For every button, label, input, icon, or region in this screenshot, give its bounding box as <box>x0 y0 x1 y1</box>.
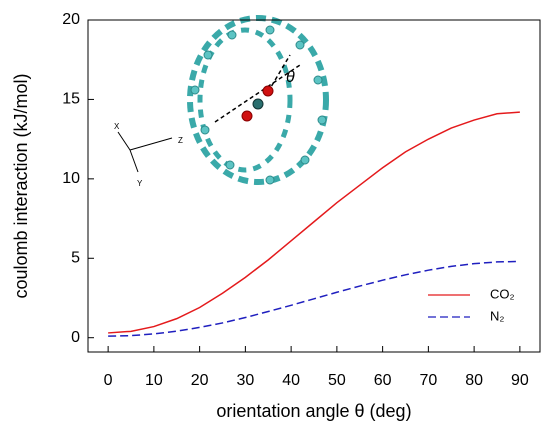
x-tick-label: 30 <box>236 372 254 389</box>
x-axis-label: orientation angle θ (deg) <box>216 401 411 421</box>
legend-label: CO₂ <box>490 286 515 301</box>
molecule-inset <box>190 18 326 184</box>
plot-frame <box>88 20 540 352</box>
inset-label: Y <box>137 179 143 188</box>
x-tick-label: 40 <box>282 372 300 389</box>
series-line <box>108 112 520 333</box>
y-tick-label: 10 <box>62 170 80 187</box>
chart: X Y Z θ orientation angle θ (deg) coulom… <box>0 0 542 425</box>
y-tick-label: 5 <box>71 249 80 266</box>
x-tick-label: 80 <box>465 372 483 389</box>
inset-label: Z <box>178 136 183 145</box>
y-tick-label: 20 <box>62 11 80 28</box>
x-tick-label: 70 <box>419 372 437 389</box>
series-line <box>108 261 520 336</box>
y-tick-label: 15 <box>62 91 80 108</box>
x-tick-label: 20 <box>191 372 209 389</box>
legend-label: N₂ <box>490 308 504 323</box>
x-tick-label: 60 <box>374 372 392 389</box>
inset-label: θ <box>286 69 295 86</box>
x-tick-label: 0 <box>104 372 113 389</box>
x-tick-label: 50 <box>328 372 346 389</box>
x-tick-label: 10 <box>145 372 163 389</box>
y-tick-label: 0 <box>71 329 80 346</box>
axis-triad <box>118 132 172 172</box>
inset-label: X <box>114 122 120 131</box>
y-axis-label: coulomb interaction (kJ/mol) <box>11 73 31 298</box>
x-tick-label: 90 <box>511 372 529 389</box>
